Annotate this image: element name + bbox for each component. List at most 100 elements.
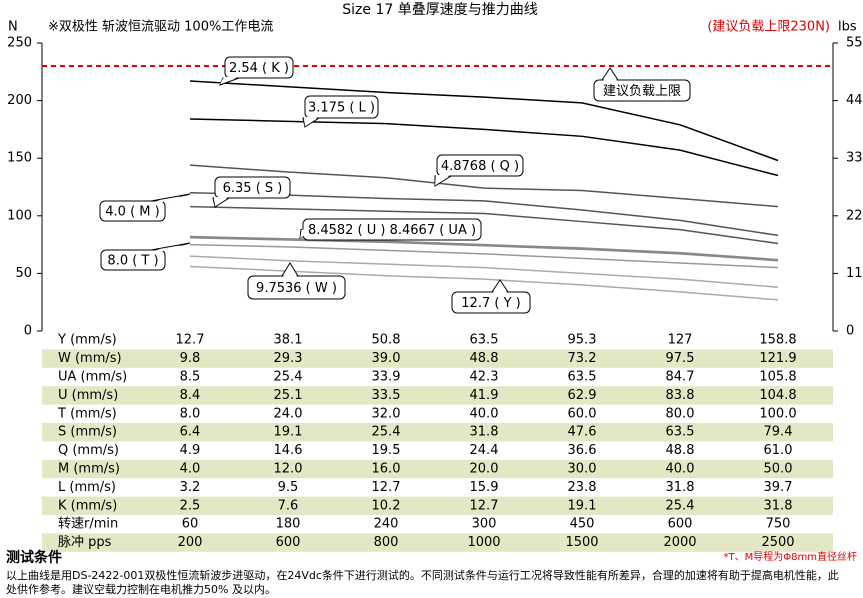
- table-cell: 8.0: [180, 406, 201, 421]
- callout-text: 9.7536 ( W ): [256, 281, 337, 296]
- table-cell: 240: [374, 517, 399, 532]
- callout-box: [100, 249, 166, 271]
- table-row-bg: [42, 533, 833, 552]
- table-cell: 48.8: [666, 443, 695, 458]
- y2-tick-label: 44: [846, 93, 863, 108]
- table-cell: 3.2: [180, 480, 201, 495]
- table-cell: 2500: [761, 535, 794, 550]
- table-cell: 19.1: [274, 425, 303, 440]
- table-cell: 750: [766, 517, 791, 532]
- table-row-header: K (mm/s): [58, 498, 117, 513]
- table-row-header: Q (mm/s): [58, 443, 119, 458]
- footer-text: 以上曲线是用DS-2422-001双极性恒流斩波步进驱动，在24Vdc条件下进行…: [6, 569, 839, 596]
- table-cell: 84.7: [666, 370, 695, 385]
- table-cell: 80.0: [666, 406, 695, 421]
- table-cell: 8.4: [180, 388, 201, 403]
- table-row-header: 转速r/min: [58, 517, 118, 532]
- callout-text: 6.35 ( S ): [223, 181, 283, 196]
- table-cell: 4.9: [180, 443, 201, 458]
- table-cell: 39.7: [764, 480, 793, 495]
- note: (建议负载上限230N): [707, 20, 830, 35]
- table-cell: 4.0: [180, 462, 201, 477]
- table-cell: 200: [178, 535, 203, 550]
- table-cell: 73.2: [568, 351, 597, 366]
- callout-joint: [300, 229, 316, 238]
- table-cell: 79.4: [764, 425, 793, 440]
- table-cell: 38.1: [274, 333, 303, 348]
- table-cell: 40.0: [470, 406, 499, 421]
- table-row-header: T (mm/s): [57, 406, 117, 421]
- y-tick-label: 250: [7, 36, 32, 51]
- table-cell: 23.8: [568, 480, 597, 495]
- table-row-header: 脉冲 pps: [58, 535, 112, 550]
- table-cell: 48.8: [470, 351, 499, 366]
- table-cell: 31.8: [666, 480, 695, 495]
- table-cell: 63.5: [568, 370, 597, 385]
- callout-text: 8.4582 ( U ) 8.4667 ( UA ): [308, 223, 476, 238]
- table-cell: 40.0: [666, 462, 695, 477]
- callout-box: [436, 154, 524, 177]
- table-cell: 47.6: [568, 425, 597, 440]
- line: [189, 205, 779, 245]
- table-cell: 19.5: [372, 443, 401, 458]
- table-cell: 63.5: [470, 333, 499, 348]
- y-tick-label: 50: [15, 266, 32, 281]
- callout-joint: [304, 117, 318, 126]
- table-cell: 450: [570, 517, 595, 532]
- table-cell: 12.7: [372, 480, 401, 495]
- y2-tick-label: 33: [846, 151, 863, 166]
- callout-joint: [152, 195, 190, 202]
- y-axis-label: N: [8, 20, 18, 35]
- table-cell: 33.9: [372, 370, 401, 385]
- table-row-bg: [42, 349, 833, 368]
- table-cell: 9.5: [278, 480, 299, 495]
- table-cell: 2.5: [180, 498, 201, 513]
- callout-joint: [435, 175, 450, 185]
- table-cell: 127: [668, 333, 693, 348]
- y2-tick-label: 11: [846, 266, 863, 281]
- table-cell: 30.0: [568, 462, 597, 477]
- subtitle: ※双极性 斩波恒流驱动 100%工作电流: [48, 20, 273, 35]
- table-cell: 15.9: [470, 480, 499, 495]
- y-tick-label: 200: [7, 93, 32, 108]
- table-cell: 62.9: [568, 388, 597, 403]
- line: [189, 80, 779, 162]
- callout-box: [593, 79, 691, 102]
- table-cell: 121.9: [759, 351, 796, 366]
- table-row-header: U (mm/s): [58, 388, 118, 403]
- table-cell: 9.8: [180, 351, 201, 366]
- table-cell: 31.8: [764, 498, 793, 513]
- table-cell: 600: [276, 535, 301, 550]
- table-cell: 16.0: [372, 462, 401, 477]
- callout-joint: [493, 281, 507, 293]
- table-cell: 10.2: [372, 498, 401, 513]
- chart: Size 17 单叠厚速度与推力曲线 N lbs ※双极性 斩波恒流驱动 100…: [7, 2, 863, 552]
- table-row-header: M (mm/s): [58, 462, 120, 477]
- table-cell: 8.5: [180, 370, 201, 385]
- table-cell: 12.7: [176, 333, 205, 348]
- callout-joint: [603, 69, 617, 81]
- line: [189, 243, 779, 269]
- callout-joint: [214, 197, 228, 206]
- table-row-bg: [42, 386, 833, 405]
- table-cell: 2000: [663, 535, 696, 550]
- y2-tick-label: 0: [846, 324, 854, 339]
- chart-title: Size 17 单叠厚速度与推力曲线: [342, 2, 537, 18]
- table-row-header: UA (mm/s): [58, 370, 127, 385]
- table-cell: 158.8: [759, 333, 796, 348]
- table-cell: 24.0: [274, 406, 303, 421]
- table-row-bg: [42, 459, 833, 479]
- table-cell: 63.5: [666, 425, 695, 440]
- callout-text: 12.7 ( Y ): [461, 296, 520, 311]
- callout-box: [224, 56, 294, 79]
- table-cell: 19.1: [568, 498, 597, 513]
- y-tick-label: 150: [7, 151, 32, 166]
- table-row-header: W (mm/s): [58, 351, 122, 366]
- footer-heading: 测试条件: [6, 550, 62, 566]
- table-cell: 32.0: [372, 406, 401, 421]
- table-cell: 97.5: [666, 351, 695, 366]
- table-cell: 6.4: [180, 425, 201, 440]
- table-cell: 25.4: [666, 498, 695, 513]
- table-cell: 60: [182, 517, 199, 532]
- y2-axis-label: lbs: [838, 20, 857, 35]
